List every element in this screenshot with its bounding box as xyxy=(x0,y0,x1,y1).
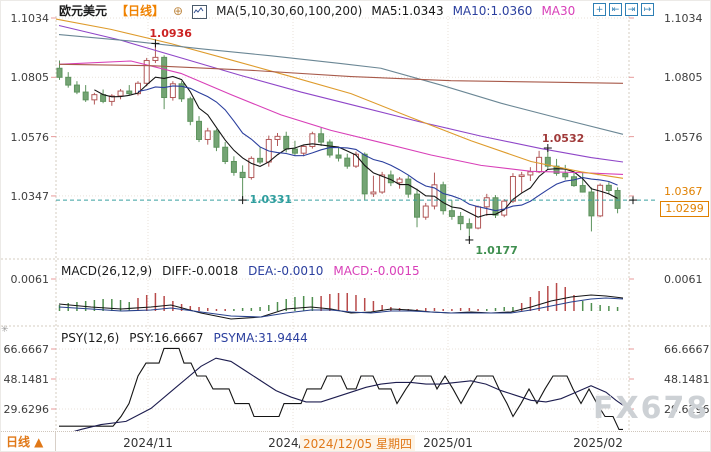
ma-settings-label: MA(5,10,30,60,100,200) xyxy=(216,3,363,18)
watermark-logo: FX678 xyxy=(593,391,710,426)
prev-price-label: 1.0367 xyxy=(664,185,703,198)
price-annotation: 1.0177 xyxy=(475,243,518,257)
moving-average-lines xyxy=(55,18,624,218)
hover-date-label: 2024/12/05 星期四 xyxy=(300,435,415,451)
macd-axis-label: 0.0061 xyxy=(664,273,703,286)
price-annotation: 1.0936 xyxy=(149,27,192,41)
psyma-value: PSYMA:31.9444 xyxy=(213,331,308,345)
period-selector-button[interactable]: 日线 ▲ xyxy=(1,432,56,451)
ma200-line xyxy=(58,63,624,84)
month-label: 2024/11 xyxy=(123,436,173,450)
symbol-title: 欧元美元 xyxy=(59,4,108,18)
price-axis-label: 1.0805 xyxy=(10,71,50,85)
macd-title: MACD(26,12,9) xyxy=(61,264,153,278)
price-axis-label: 1.0576 xyxy=(10,130,50,144)
pane-shift-icon[interactable]: ↦ xyxy=(641,3,654,16)
ma5-value-label: MA5:1.0343 xyxy=(371,3,444,18)
psy-line xyxy=(59,347,623,431)
macd-dea-line xyxy=(58,297,624,318)
psy-header: PSY(12,6) PSY:16.6667 PSYMA:31.9444 xyxy=(61,331,308,345)
psy-axis-label: 29.6296 xyxy=(3,403,50,416)
time-axis-bar: 日线 ▲ 2024/11 2024/12 2025/01 2025/02 202… xyxy=(1,431,710,451)
price-annotation: 1.0532 xyxy=(541,132,585,146)
macd-header: MACD(26,12,9) DIFF:-0.0018 DEA:-0.0010 M… xyxy=(61,264,420,278)
macd-axis-label: 0.0061 xyxy=(10,273,50,286)
psy-axis-label: 66.6667 xyxy=(3,343,50,356)
timeframe-label[interactable]: 【日线】 xyxy=(116,4,165,18)
price-axis-label: 1.0347 xyxy=(10,189,50,203)
ma150-line xyxy=(58,34,624,135)
candlesticks xyxy=(56,43,621,240)
price-axis-label: 1.1034 xyxy=(664,12,703,25)
psy-value: PSY:16.6667 xyxy=(129,331,204,345)
axis-tick-marks xyxy=(51,17,634,435)
current-price-badge: 1.0299 xyxy=(660,201,709,217)
panel-dividers xyxy=(1,16,710,431)
price-annotation: 1.0331 xyxy=(249,193,293,207)
ma100-line xyxy=(55,18,624,179)
price-axis-label: 1.0805 xyxy=(664,71,703,85)
psy-title: PSY(12,6) xyxy=(61,331,120,345)
extreme-cross-markers xyxy=(151,39,552,244)
price-axis-label: 1.0576 xyxy=(664,130,703,144)
add-indicator-icon[interactable]: ⊕ xyxy=(173,3,184,18)
psy-axis-label: 48.1481 xyxy=(664,373,710,386)
price-axis-label: 1.1034 xyxy=(10,12,50,25)
macd-macd-value: MACD:-0.0015 xyxy=(333,264,420,278)
ma10-line xyxy=(137,85,618,212)
psy-axis-label: 48.1481 xyxy=(3,373,50,386)
ma30-line xyxy=(58,60,624,175)
candlestick-style-icon[interactable] xyxy=(192,4,208,19)
psy-axis-label: 29.6296 xyxy=(664,403,710,416)
chart-toolbar: + ⇤ ⇥ ↦ xyxy=(593,3,654,16)
chart-legend: 欧元美元 【日线】 ⊕ MA(5,10,30,60,100,200) MA5:1… xyxy=(59,2,575,19)
ma10-value-label: MA10:1.0360 xyxy=(452,3,533,18)
macd-panel-graphics xyxy=(58,283,624,320)
panel-settings-icon[interactable]: ✳ xyxy=(1,325,9,335)
zoom-in-icon[interactable]: ⇥ xyxy=(625,3,638,16)
support-dashed-line xyxy=(56,196,657,205)
ma60-line xyxy=(58,24,624,163)
psyma-line xyxy=(58,357,624,437)
month-label: 2025/02 xyxy=(573,436,623,450)
ma5-line xyxy=(94,75,618,218)
macd-dea-value: DEA:-0.0010 xyxy=(248,264,324,278)
macd-diff-value: DIFF:-0.0018 xyxy=(162,264,239,278)
month-label: 2025/01 xyxy=(423,436,473,450)
zoom-out-icon[interactable]: ⇤ xyxy=(609,3,622,16)
gridlines xyxy=(56,16,629,431)
macd-diff-line xyxy=(58,294,624,320)
ma30-value-label: MA30 xyxy=(541,3,576,18)
psy-axis-label: 66.6667 xyxy=(664,343,710,356)
crosshair-tool-icon[interactable]: + xyxy=(593,3,606,16)
psy-panel-graphics xyxy=(58,347,624,437)
